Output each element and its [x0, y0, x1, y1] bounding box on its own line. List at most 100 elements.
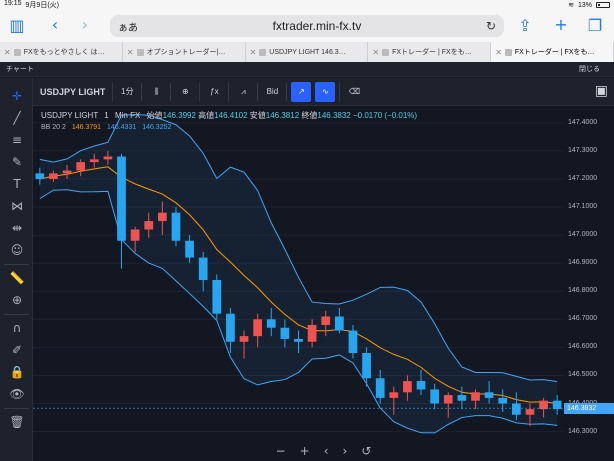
tab-label: FXをもっとやさしく は… [23, 49, 105, 56]
indicators-icon[interactable]: ƒx [210, 87, 219, 96]
browser-tab[interactable]: ✕ USDJPY LIGHT 146.3… [246, 42, 369, 62]
trend-toggle-icon[interactable]: ↗ [291, 81, 312, 102]
scroll-left-button[interactable]: ‹ [323, 443, 329, 458]
address-bar[interactable]: ぁあ fxtrader.min-fx.tv ↻ [110, 15, 504, 37]
candle-body [294, 338, 303, 342]
candle-body [443, 395, 453, 404]
prediction-icon[interactable]: ⇹ [11, 221, 23, 235]
chart-toolbar: USDJPY LIGHT 1分 ⫼ ⊕ ƒx ⩘ Bid ↗ ∿ ⌫ ▣ [33, 78, 614, 106]
price-axis-label: 147.3000 [568, 146, 598, 154]
zoom-in-icon[interactable]: ⊕ [11, 293, 23, 307]
browser-tab[interactable]: ✕ オプショントレーダー|… [123, 42, 246, 62]
legend-open: 146.3992 [162, 111, 196, 120]
legend-source: Min FX [114, 111, 141, 120]
legend-close: 146.3832 [317, 111, 351, 120]
trash-icon[interactable]: 🗑 [9, 415, 25, 429]
close-tab-icon[interactable]: ✕ [495, 47, 502, 57]
close-tab-icon[interactable]: ✕ [249, 47, 257, 57]
price-axis-label: 147.2000 [568, 174, 598, 182]
divider [286, 82, 288, 101]
legend-low: 146.3812 [265, 111, 300, 120]
zoom-out-button[interactable]: − [275, 443, 286, 458]
price-axis-label: 147.1000 [568, 203, 598, 211]
share-icon[interactable]: ⇪ [518, 16, 532, 35]
price-axis-label: 146.6000 [568, 343, 598, 351]
battery-icon [596, 2, 610, 8]
tabs-overview-icon[interactable]: ❐ [587, 16, 603, 35]
price-axis-label: 147.0000 [568, 231, 598, 239]
new-tab-icon[interactable]: + [554, 15, 568, 34]
lock-icon[interactable]: 🔒 [9, 365, 25, 379]
candle-body [484, 392, 494, 398]
legend-symbol: USDJPY LIGHT [41, 111, 99, 120]
layout-icon[interactable]: ▣ [594, 82, 608, 98]
brush-icon[interactable]: ✎ [11, 155, 23, 169]
horizontal-lines-icon[interactable]: ≡ [11, 133, 23, 147]
close-button[interactable]: 閉じる [579, 66, 600, 73]
bb-mid-value: 146.3791 [71, 124, 102, 131]
compare-add-icon[interactable]: ⊕ [182, 87, 189, 96]
favicon-icon [382, 48, 390, 56]
legend-low-label: 安値 [249, 111, 266, 120]
price-legend: USDJPY LIGHT 1 Min FX 始値146.3992 高値146.4… [41, 110, 417, 121]
magnet-icon[interactable]: ∩ [12, 321, 22, 335]
legend-high-label: 高値 [198, 111, 215, 120]
candle-body [334, 316, 344, 331]
tab-label: オプショントレーダー|… [146, 49, 226, 56]
candle-body [362, 352, 371, 379]
candle-body [239, 336, 249, 342]
back-icon[interactable]: ‹ [51, 15, 59, 34]
url-text[interactable]: fxtrader.min-fx.tv [272, 19, 362, 33]
candlestick-chart[interactable] [33, 106, 594, 440]
trendline-icon[interactable]: ╱ [13, 111, 21, 125]
forward-icon[interactable]: › [81, 15, 89, 34]
close-tab-icon[interactable]: ✕ [126, 47, 134, 57]
favicon-icon [13, 48, 21, 56]
visibility-icon[interactable]: 👁 [9, 387, 25, 401]
clear-drawings-icon[interactable]: ⌫ [348, 87, 361, 96]
text-tool-icon[interactable]: T [13, 177, 21, 191]
price-axis-labels[interactable]: 147.4000 147.3000 147.2000 147.1000 147.0000… [564, 106, 614, 440]
browser-tab[interactable]: ✕ FXトレーダー | FXをも… [368, 42, 492, 62]
scroll-right-button[interactable]: › [342, 443, 348, 458]
divider [199, 82, 201, 101]
tab-label: FXトレーダー | FXをも… [392, 49, 472, 56]
candle-body [525, 409, 535, 415]
candle-body [498, 397, 508, 404]
price-axis-label: 146.7000 [568, 315, 598, 323]
lock-drawing-icon[interactable]: ✐ [11, 343, 23, 357]
reset-chart-button[interactable]: ↺ [361, 443, 372, 458]
close-tab-icon[interactable]: ✕ [4, 47, 11, 57]
legend-open-label: 始値 [146, 111, 163, 120]
reload-icon[interactable]: ↻ [485, 19, 496, 33]
wave-toggle-icon[interactable]: ∿ [315, 81, 336, 102]
divider [4, 408, 29, 409]
candle-body [403, 381, 412, 393]
divider [170, 82, 172, 101]
close-tab-icon[interactable]: ✕ [372, 47, 380, 57]
browser-tab-active[interactable]: ✕ FXトレーダー | FXをも… [491, 42, 614, 62]
bb-lower-line [39, 189, 558, 434]
drawing-toolbar: ✛ ╱ ≡ ✎ T ⋈ ⇹ ☺ 📏 ⊕ ∩ ✐ 🔒 👁 🗑 [0, 78, 33, 461]
crosshair-icon[interactable]: ✛ [11, 89, 23, 103]
sidebar-icon[interactable]: ▥ [9, 16, 25, 35]
candle-body [130, 229, 140, 241]
templates-icon[interactable]: ⩘ [241, 86, 246, 96]
candle-body [226, 313, 235, 342]
pattern-icon[interactable]: ⋈ [11, 199, 23, 213]
price-axis-label: 147.4000 [568, 118, 598, 126]
ruler-icon[interactable]: 📏 [9, 271, 25, 285]
browser-tab[interactable]: ✕ FXをもっとやさしく は… [0, 42, 123, 62]
bid-button[interactable]: Bid [266, 87, 279, 96]
interval-selector[interactable]: 1分 [121, 87, 134, 96]
candle-body [348, 330, 358, 353]
zoom-in-button[interactable]: + [299, 443, 310, 458]
candle-style-icon[interactable]: ⫼ [154, 86, 159, 96]
reader-settings-button[interactable]: ぁあ [118, 22, 138, 34]
tab-label: FXトレーダー | FXをも… [514, 49, 595, 56]
symbol-selector[interactable]: USDJPY LIGHT [40, 86, 106, 97]
chart-pane[interactable]: USDJPY LIGHT 1 Min FX 始値146.3992 高値146.4… [33, 106, 614, 440]
emoji-icon[interactable]: ☺ [10, 243, 24, 257]
candle-body [144, 221, 154, 230]
